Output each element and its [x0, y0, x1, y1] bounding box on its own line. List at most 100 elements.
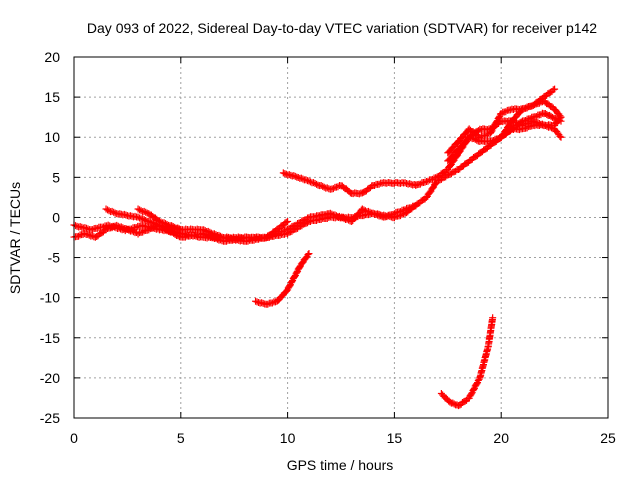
- series-track-i: [497, 97, 565, 141]
- data-point: [89, 226, 97, 234]
- data-point: [81, 224, 89, 232]
- data-point: [299, 175, 307, 183]
- data-point: [340, 215, 348, 223]
- data-point: [130, 228, 138, 236]
- data-point: [482, 131, 490, 139]
- data-point: [293, 268, 301, 276]
- data-point: [138, 221, 146, 229]
- data-point: [529, 101, 537, 109]
- data-point: [290, 172, 298, 180]
- data-point: [416, 180, 424, 188]
- data-point: [556, 132, 564, 140]
- data-point: [487, 128, 495, 136]
- data-point: [361, 207, 369, 215]
- data-point: [291, 172, 299, 180]
- data-point: [535, 99, 543, 107]
- data-point: [489, 314, 497, 322]
- data-point: [110, 208, 118, 216]
- data-point: [406, 180, 414, 188]
- data-point: [81, 230, 89, 238]
- data-point: [502, 108, 510, 116]
- data-point: [142, 208, 150, 216]
- y-tick-label: -5: [48, 250, 61, 266]
- data-point: [306, 178, 314, 186]
- data-point: [134, 230, 142, 238]
- data-point: [523, 124, 531, 132]
- data-point: [490, 123, 498, 131]
- data-point: [532, 112, 540, 120]
- data-point: [157, 218, 165, 226]
- data-point: [467, 390, 475, 398]
- data-point: [335, 212, 343, 220]
- data-point: [259, 299, 267, 307]
- data-point: [375, 180, 383, 188]
- data-point: [537, 111, 545, 119]
- plot-frame: [73, 56, 609, 419]
- data-point: [163, 220, 171, 228]
- data-point: [85, 231, 93, 239]
- data-point: [181, 233, 189, 241]
- data-point: [412, 201, 420, 209]
- data-point: [320, 183, 328, 191]
- data-point: [102, 226, 110, 234]
- data-point: [137, 207, 145, 215]
- data-point: [212, 231, 220, 239]
- data-point: [284, 217, 292, 225]
- data-point: [142, 216, 150, 224]
- data-point: [556, 112, 564, 120]
- data-point: [171, 223, 179, 231]
- data-point: [288, 278, 296, 286]
- y-tick-label: 15: [44, 89, 60, 105]
- data-point: [397, 208, 405, 216]
- data-point: [549, 86, 557, 94]
- data-point: [424, 177, 432, 185]
- data-point: [551, 85, 559, 93]
- data-point: [72, 222, 80, 230]
- data-point: [490, 137, 498, 145]
- data-point: [311, 213, 319, 221]
- y-tick-label: 5: [52, 169, 60, 185]
- x-axis-label: GPS time / hours: [287, 457, 394, 473]
- data-point: [146, 218, 154, 226]
- data-point: [401, 179, 409, 187]
- data-point: [264, 300, 272, 308]
- data-point: [264, 233, 272, 241]
- data-point: [139, 228, 147, 236]
- x-tick-label: 0: [70, 430, 78, 446]
- data-point: [401, 206, 409, 214]
- series-track-h: [444, 85, 559, 157]
- data-point: [557, 113, 565, 121]
- data-point: [371, 181, 379, 189]
- data-point: [82, 224, 90, 232]
- data-point: [322, 211, 330, 219]
- data-point: [557, 133, 565, 141]
- data-point: [522, 104, 530, 112]
- data-point: [216, 232, 224, 240]
- data-point: [377, 212, 385, 220]
- data-point: [145, 226, 153, 234]
- data-point: [285, 171, 293, 179]
- data-point: [174, 224, 182, 232]
- data-point: [274, 229, 282, 237]
- data-point: [304, 251, 312, 259]
- data-point: [302, 176, 310, 184]
- y-tick-label: -10: [40, 290, 60, 306]
- series-track-j: [252, 250, 313, 308]
- data-point: [323, 184, 331, 192]
- data-point: [114, 222, 122, 230]
- y-axis-label: SDTVAR / TECUs: [7, 182, 23, 294]
- chart-title: Day 093 of 2022, Sidereal Day-to-day VTE…: [87, 20, 597, 36]
- data-point: [268, 299, 276, 307]
- data-point: [497, 110, 505, 118]
- data-point: [282, 218, 290, 226]
- data-point: [76, 223, 84, 231]
- data-point: [369, 210, 377, 218]
- data-point: [313, 180, 321, 188]
- data-point: [316, 212, 324, 220]
- data-point: [296, 263, 304, 271]
- data-point: [258, 299, 266, 307]
- data-point: [421, 178, 429, 186]
- data-point: [467, 134, 475, 142]
